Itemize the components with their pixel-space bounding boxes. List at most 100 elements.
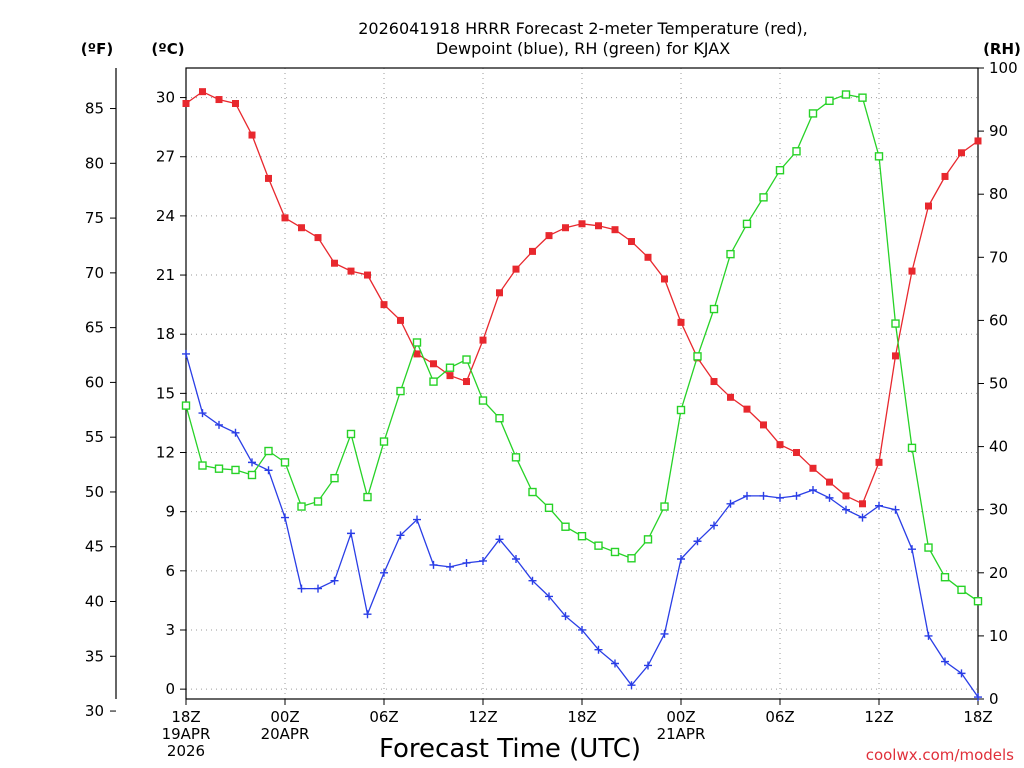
rh-point bbox=[858, 93, 867, 102]
dewpoint-point bbox=[495, 535, 504, 544]
dewpoint-point bbox=[644, 661, 652, 670]
x-tick-label: 2026 bbox=[167, 742, 205, 760]
temperature-point bbox=[727, 393, 734, 401]
rh-point bbox=[759, 193, 768, 202]
dewpoint-point bbox=[825, 493, 834, 502]
temperature-point bbox=[215, 96, 223, 104]
rh-point bbox=[429, 377, 438, 386]
celsius-tick-label: 27 bbox=[156, 148, 175, 166]
dewpoint-point bbox=[462, 558, 471, 567]
x-tick-label: 18Z bbox=[963, 708, 992, 726]
rh-point bbox=[973, 596, 983, 606]
dewpoint-point bbox=[347, 529, 355, 538]
temperature-point bbox=[875, 458, 883, 466]
dewpoint-point bbox=[561, 612, 570, 621]
dewpoint-point bbox=[314, 584, 322, 593]
rh-point bbox=[676, 405, 686, 415]
rh-point bbox=[181, 401, 191, 410]
data-series bbox=[181, 88, 983, 702]
rh-line bbox=[185, 93, 979, 602]
celsius-unit-label: (ºC) bbox=[151, 40, 184, 58]
temperature-point bbox=[710, 378, 718, 386]
dewpoint-point bbox=[429, 560, 438, 569]
rh-point bbox=[214, 464, 224, 473]
rh-point bbox=[808, 109, 818, 118]
temperature-point bbox=[182, 99, 190, 107]
credit-text: coolwx.com/models bbox=[866, 746, 1014, 764]
dewpoint-point bbox=[446, 562, 454, 571]
rh-tick-label: 100 bbox=[989, 59, 1018, 77]
temperature-point bbox=[578, 220, 586, 228]
rh-point bbox=[247, 470, 257, 480]
fahrenheit-tick-label: 65 bbox=[85, 319, 104, 337]
dewpoint-point bbox=[182, 349, 190, 358]
dewpoint-point bbox=[726, 499, 735, 508]
dewpoint-point bbox=[215, 420, 223, 429]
fahrenheit-tick-label: 70 bbox=[85, 264, 104, 282]
rh-point bbox=[511, 453, 521, 462]
rh-point bbox=[561, 522, 570, 531]
x-tick-label: 00Z bbox=[270, 708, 299, 726]
temperature-point bbox=[809, 464, 817, 472]
temperature-point bbox=[430, 360, 437, 368]
rh-point bbox=[495, 414, 504, 423]
x-tick-label: 12Z bbox=[864, 708, 893, 726]
dewpoint-point bbox=[875, 501, 883, 510]
temperature-point bbox=[859, 500, 866, 508]
rh-point bbox=[924, 543, 933, 552]
dewpoint-point bbox=[974, 693, 982, 702]
rh-point bbox=[775, 166, 785, 175]
rh-point bbox=[462, 355, 471, 364]
dewpoint-point bbox=[512, 554, 520, 563]
fahrenheit-tick-label: 55 bbox=[85, 428, 104, 446]
x-tick-label: 19APR bbox=[162, 725, 211, 743]
temperature-point bbox=[644, 253, 652, 261]
rh-point bbox=[330, 473, 339, 483]
rh-point bbox=[346, 429, 356, 439]
x-tick-label: 18Z bbox=[567, 708, 596, 726]
temperature-point bbox=[776, 441, 784, 449]
dewpoint-point bbox=[660, 629, 669, 638]
rh-point bbox=[940, 573, 950, 582]
celsius-tick-label: 18 bbox=[156, 325, 175, 343]
rh-point bbox=[396, 386, 405, 396]
dewpoint-point bbox=[693, 537, 702, 546]
dewpoint-point bbox=[957, 669, 966, 678]
dewpoint-point bbox=[941, 657, 949, 666]
rh-point bbox=[313, 497, 323, 506]
temperature-point bbox=[826, 478, 833, 486]
x-tick-label: 21APR bbox=[657, 725, 706, 743]
temperature-point bbox=[743, 405, 751, 413]
dewpoint-point bbox=[198, 409, 207, 418]
rh-point bbox=[874, 152, 884, 161]
x-tick-label: 00Z bbox=[666, 708, 695, 726]
rh-point bbox=[660, 502, 669, 511]
dewpoint-point bbox=[792, 491, 801, 500]
dewpoint-line bbox=[185, 353, 979, 698]
celsius-tick-label: 21 bbox=[156, 266, 175, 284]
dewpoint-point bbox=[759, 491, 768, 500]
rh-tick-label: 60 bbox=[989, 311, 1008, 329]
temperature-point bbox=[314, 234, 322, 242]
dewpoint-point bbox=[297, 584, 306, 593]
temperature-point bbox=[199, 88, 206, 96]
temperature-point bbox=[529, 247, 536, 255]
celsius-tick-label: 9 bbox=[165, 503, 175, 521]
celsius-tick-label: 12 bbox=[156, 444, 175, 462]
rh-tick-label: 40 bbox=[989, 438, 1008, 456]
dewpoint-point bbox=[891, 505, 900, 514]
temperature-series bbox=[182, 88, 982, 508]
rh-tick-label: 50 bbox=[989, 375, 1008, 393]
rh-tick-label: 80 bbox=[989, 185, 1008, 203]
chart-title-line2: Dewpoint (blue), RH (green) for KJAX bbox=[436, 39, 730, 58]
dewpoint-point bbox=[842, 505, 850, 514]
temperature-point bbox=[595, 222, 602, 230]
temperature-point bbox=[248, 131, 256, 139]
rh-tick-label: 0 bbox=[989, 690, 999, 708]
chart-title-line1: 2026041918 HRRR Forecast 2-meter Tempera… bbox=[358, 19, 808, 38]
fahrenheit-tick-label: 30 bbox=[85, 702, 104, 720]
rh-point bbox=[577, 532, 587, 541]
temperature-point bbox=[974, 137, 982, 145]
axes bbox=[115, 67, 979, 700]
